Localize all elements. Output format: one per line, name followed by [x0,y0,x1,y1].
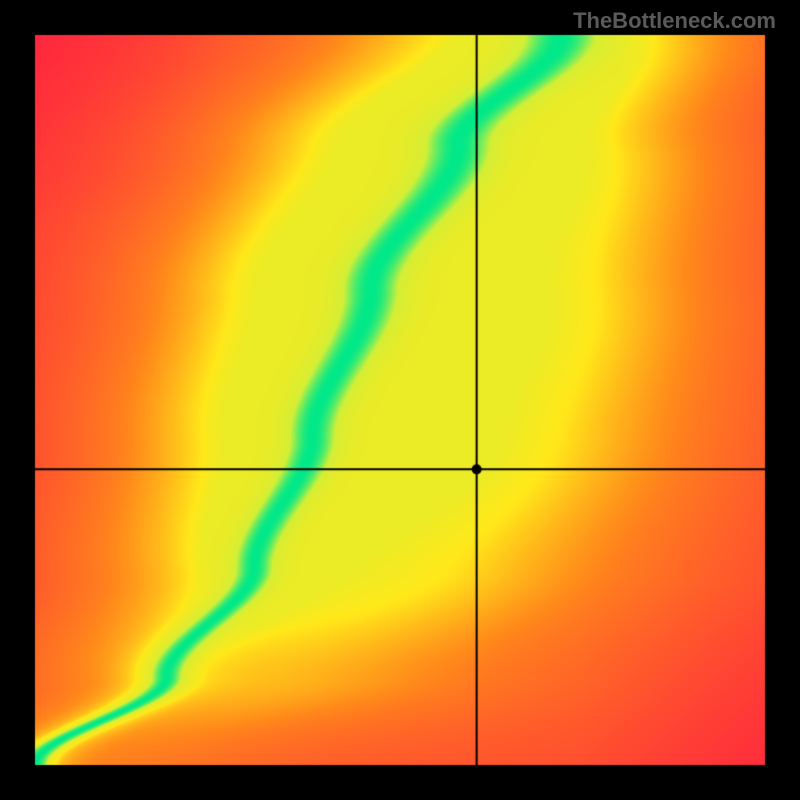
heatmap-canvas [0,0,800,800]
chart-container: TheBottleneck.com [0,0,800,800]
watermark-text: TheBottleneck.com [573,8,776,34]
